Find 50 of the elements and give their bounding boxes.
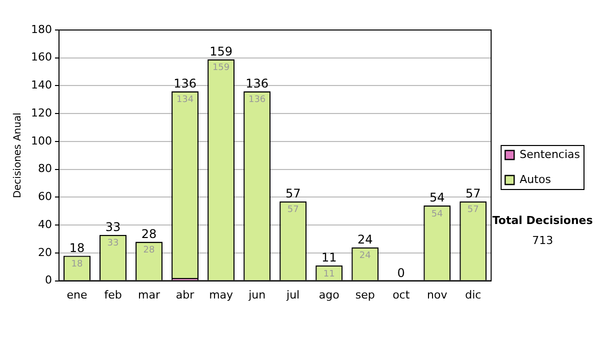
x-tick-label: ago [318,288,340,302]
total-label: 33 [105,220,121,234]
data-label: 54 [431,209,444,220]
total-label: 28 [141,226,157,241]
y-axis-title: Decisiones Anual [12,112,24,198]
x-tick-label: dic [465,288,482,302]
data-label: 11 [323,269,335,280]
total-label: 136 [174,76,196,90]
data-label: 134 [176,95,194,106]
total-label: 57 [285,186,301,201]
y-tick-label: 140 [30,78,52,92]
y-tick-label: 20 [38,246,52,259]
x-tick-label: may [209,288,234,302]
data-label: 24 [359,251,372,262]
y-tick-label: 0 [44,274,52,287]
total-label: 57 [466,186,481,201]
x-tick-label: sep [355,288,375,302]
y-tick-label: 120 [30,106,52,120]
x-tick-label: ene [66,288,88,302]
data-label: 57 [467,205,479,216]
total-label: 54 [429,190,445,205]
total-label: 159 [210,44,233,58]
y-tick-label: 40 [38,218,52,231]
total-label: 0 [397,266,405,280]
data-label: 18 [71,260,83,270]
data-label: 159 [212,63,230,74]
text: Total Decisiones [492,214,594,227]
y-tick-label: 160 [30,50,52,64]
y-tick-label: 80 [38,162,52,176]
data-label: 28 [143,246,156,256]
x-tick-label: jul [286,288,300,302]
y-tick-label: 100 [30,134,52,148]
data-label: 33 [107,238,119,249]
data-label: 136 [248,95,266,106]
legend-label: Autos [520,172,552,186]
total-label: 11 [321,250,337,265]
x-tick-label: feb [104,288,122,302]
x-tick-label: abr [176,288,195,302]
x-tick-label: nov [427,288,448,302]
total-label: 24 [357,232,373,246]
legend-label: Sentencias [520,148,580,161]
x-tick-label: jun [248,288,266,302]
x-tick-label: oct [392,288,410,302]
total-label: 136 [246,76,269,90]
y-tick-label: 60 [38,190,52,204]
data-label: 57 [287,205,299,216]
y-tick-label: 180 [30,22,52,36]
x-tick-label: mar [138,288,160,302]
total-label: 18 [69,240,85,255]
text: 713 [532,234,554,247]
